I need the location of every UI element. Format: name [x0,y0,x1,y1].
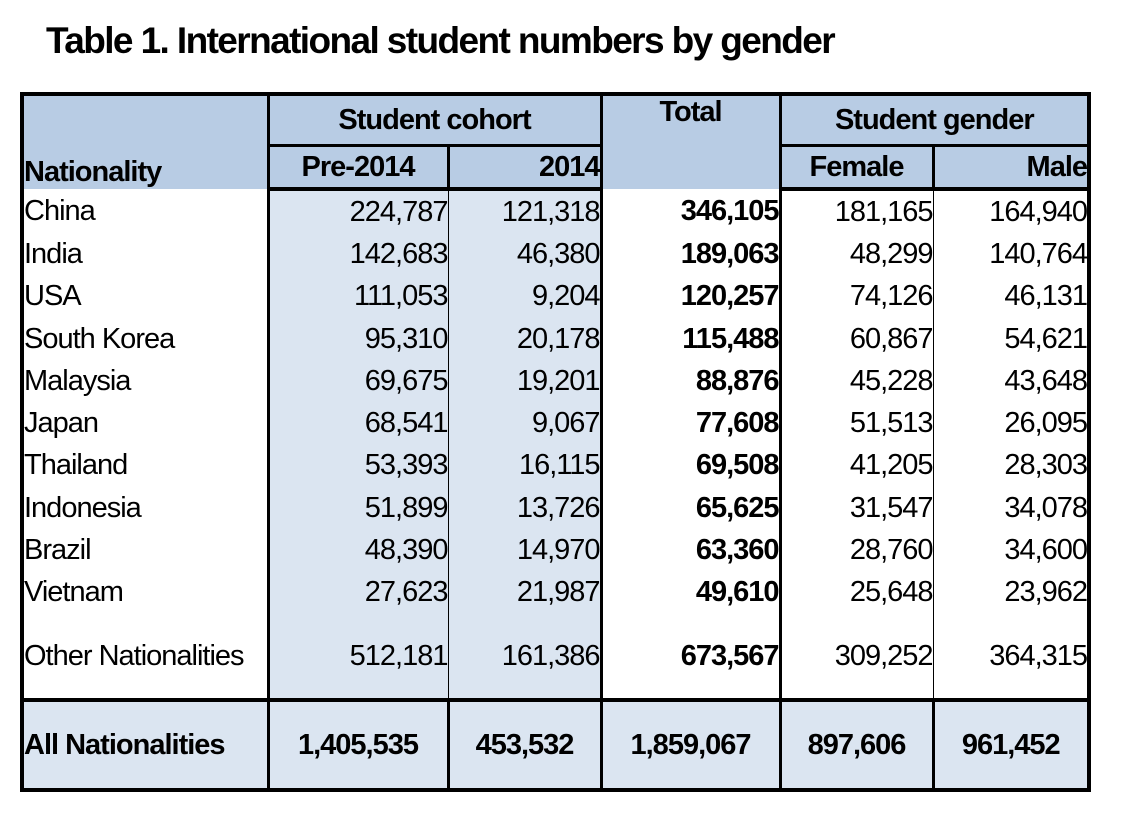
total-cell: 63,360 [599,529,781,572]
table-row: China 224,787 121,318 346,105 181,165 164,940 [22,189,1090,234]
female-cell: 309,252 [778,613,934,700]
male-cell: 43,648 [932,360,1090,403]
header-nationality: Nationality [22,94,268,189]
nationality-cell: South Korea [24,322,175,355]
table-row-all-nationalities: All Nationalities 1,405,535 453,532 1,85… [22,697,1090,790]
total-cell: 115,488 [599,317,781,361]
male-cell: 46,131 [932,275,1090,318]
all-female-cell: 897,606 [778,697,934,790]
female-cell: 28,760 [778,529,934,572]
y2014-cell: 9,204 [447,275,602,318]
header-male: Male [931,145,1090,191]
female-cell: 74,126 [778,275,934,318]
header-pre-2014: Pre-2014 [266,145,448,191]
y2014-cell: 19,201 [447,360,602,403]
all-male-cell: 961,452 [931,697,1090,790]
header-student-cohort: Student cohort [266,94,602,147]
pre-2014-cell: 53,393 [266,444,448,488]
pre-2014-cell: 142,683 [266,233,448,276]
nationality-cell: India [24,237,83,270]
nationality-cell: Other Nationalities [24,639,245,672]
male-cell: 26,095 [932,402,1090,445]
pre-2014-cell: 27,623 [266,571,448,614]
female-cell: 48,299 [778,233,934,276]
female-cell: 60,867 [778,317,934,361]
table-row: Indonesia 51,899 13,726 65,625 31,547 34,078 [22,487,1090,530]
header-student-gender: Student gender [778,94,1090,147]
table-row: Vietnam 27,623 21,987 49,610 25,648 23,962 [22,571,1090,614]
y2014-cell: 121,318 [447,189,602,234]
female-cell: 181,165 [778,189,934,234]
total-cell: 77,608 [599,402,781,445]
nationality-cell: Thailand [24,449,128,482]
y2014-cell: 20,178 [447,317,602,361]
nationality-cell: Japan [24,407,99,440]
male-cell: 364,315 [932,613,1090,700]
y2014-cell: 9,067 [447,402,602,445]
male-cell: 34,078 [932,487,1090,530]
male-cell: 28,303 [932,444,1090,488]
nationality-cell: Indonesia [24,491,142,524]
y2014-cell: 46,380 [447,233,602,276]
table-row: Malaysia 69,675 19,201 88,876 45,228 43,648 [22,360,1090,403]
nationality-cell: China [24,194,96,227]
total-cell: 49,610 [599,571,781,614]
y2014-cell: 21,987 [447,571,602,614]
student-table: Nationality Student cohort Total Student… [20,92,1092,792]
nationality-cell: Brazil [24,534,92,567]
nationality-cell: Malaysia [24,364,131,397]
header-female: Female [778,145,934,191]
y2014-cell: 14,970 [447,529,602,572]
table-row: Brazil 48,390 14,970 63,360 28,760 34,600 [22,529,1090,572]
table-row: Japan 68,541 9,067 77,608 51,513 26,095 [22,402,1090,445]
male-cell: 34,600 [932,529,1090,572]
header-2014: 2014 [446,145,602,191]
total-cell: 120,257 [599,275,781,318]
male-cell: 140,764 [932,233,1090,276]
total-cell: 88,876 [599,360,781,403]
total-cell: 673,567 [599,613,781,700]
pre-2014-cell: 48,390 [266,529,448,572]
pre-2014-cell: 95,310 [266,317,448,361]
all-total-cell: 1,859,067 [599,697,781,790]
y2014-cell: 161,386 [447,613,602,700]
total-cell: 346,105 [599,189,781,234]
pre-2014-cell: 224,787 [266,189,448,234]
table-row: Other Nationalities 512,181 161,386 673,567… [22,613,1090,700]
pre-2014-cell: 51,899 [266,487,448,530]
table-row: India 142,683 46,380 189,063 48,299 140,764 [22,233,1090,276]
table-row: South Korea 95,310 20,178 115,488 60,867 54,6… [22,317,1090,361]
female-cell: 31,547 [778,487,934,530]
all-2014-cell: 453,532 [446,697,602,790]
pre-2014-cell: 512,181 [266,613,448,700]
header-total: Total [599,94,781,189]
female-cell: 25,648 [778,571,934,614]
female-cell: 45,228 [778,360,934,403]
total-cell: 65,625 [599,487,781,530]
nationality-cell: Vietnam [24,576,124,609]
y2014-cell: 13,726 [447,487,602,530]
total-cell: 69,508 [599,444,781,488]
table-title: Table 1. International student numbers b… [46,20,836,61]
all-pre-2014-cell: 1,405,535 [266,697,448,790]
y2014-cell: 16,115 [447,444,602,488]
pre-2014-cell: 111,053 [266,275,448,318]
nationality-cell: USA [24,280,82,313]
male-cell: 54,621 [932,317,1090,361]
male-cell: 164,940 [932,189,1090,234]
table-body: China 224,787 121,318 346,105 181,165 164,940… [22,189,1090,700]
total-cell: 189,063 [599,233,781,276]
female-cell: 51,513 [778,402,934,445]
all-nationality-cell: All Nationalities [22,697,268,790]
pre-2014-cell: 69,675 [266,360,448,403]
pre-2014-cell: 68,541 [266,402,448,445]
female-cell: 41,205 [778,444,934,488]
table-row: Thailand 53,393 16,115 69,508 41,205 28,303 [22,444,1090,488]
table-row: USA 111,053 9,204 120,257 74,126 46,131 [22,275,1090,318]
male-cell: 23,962 [932,571,1090,614]
